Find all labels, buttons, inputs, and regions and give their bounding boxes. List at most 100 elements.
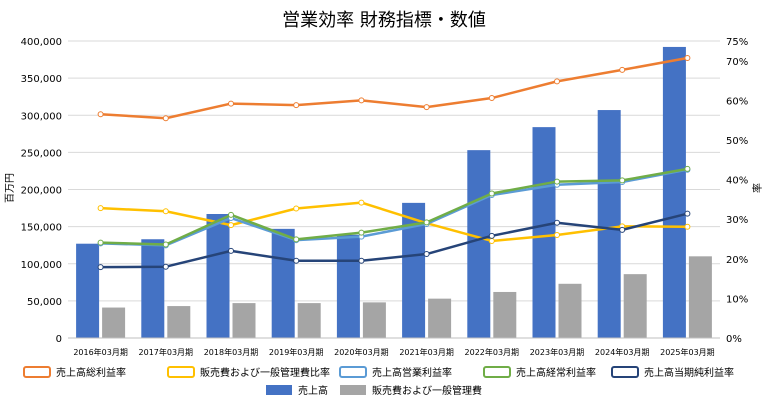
x-tick-label: 2019年03月期 (269, 347, 324, 357)
data-point (293, 257, 300, 264)
data-point (684, 165, 691, 172)
x-tick-label: 2023年03月期 (530, 347, 585, 357)
data-point (358, 97, 365, 104)
data-point (162, 208, 169, 215)
data-point (554, 232, 560, 239)
y-tick-label: 400,000 (21, 37, 62, 48)
bar (597, 110, 621, 339)
y2-tick-label: 50% (726, 136, 748, 147)
x-tick-label: 2025年03月期 (660, 347, 715, 357)
data-point (684, 55, 691, 62)
bar (428, 298, 452, 338)
data-point (228, 211, 234, 218)
legend-swatch (611, 366, 639, 378)
data-point (619, 66, 626, 73)
data-point (619, 226, 626, 233)
bar (402, 202, 426, 338)
data-point (162, 241, 169, 248)
series-line (100, 212, 688, 269)
legend-label: 売上高営業利益率 (372, 366, 452, 379)
bar (76, 243, 100, 338)
y2-tick-label: 10% (726, 294, 748, 305)
data-point (619, 177, 626, 184)
bar (362, 302, 386, 338)
x-tick-label: 2020年03月期 (334, 347, 389, 357)
data-point (423, 219, 430, 226)
data-point (162, 115, 169, 122)
series-line (100, 168, 688, 247)
y-tick-label: 350,000 (21, 74, 62, 85)
y2-tick-label: 70% (726, 57, 748, 68)
bar (167, 306, 191, 338)
data-point (488, 232, 495, 239)
y-axis-label-left: 百万円 (4, 173, 16, 203)
grid-layer (68, 40, 720, 339)
x-tick-label: 2022年03月期 (465, 347, 520, 357)
x-tick-label: 2021年03月期 (399, 347, 454, 357)
data-point (488, 237, 495, 244)
bars-layer (76, 46, 712, 339)
series-line (100, 56, 688, 120)
data-point (97, 264, 104, 271)
data-point (97, 239, 104, 246)
y-tick-label: 100,000 (21, 260, 62, 271)
y-tick-label: 150,000 (21, 223, 62, 234)
data-point (293, 102, 300, 109)
data-point (423, 104, 430, 111)
bar (102, 307, 126, 338)
legend-swatch (483, 366, 511, 378)
legend-swatch (266, 385, 292, 395)
legend-label: 売上高 (298, 384, 328, 397)
y2-tick-label: 0% (726, 334, 742, 345)
data-point (488, 95, 495, 102)
bar (493, 291, 517, 338)
data-point (293, 205, 300, 212)
bar (206, 214, 230, 338)
series-line (100, 167, 688, 246)
bar (558, 283, 582, 338)
x-tick-label: 2017年03月期 (139, 347, 194, 357)
data-point (554, 178, 560, 185)
data-point (358, 257, 365, 264)
data-point (228, 100, 234, 107)
x-tick-label: 2018年03月期 (204, 347, 259, 357)
bar (336, 234, 360, 338)
legend-label: 販売費および一般管理費 (372, 384, 482, 397)
data-point (684, 223, 691, 230)
data-point (97, 111, 104, 118)
x-tick-label: 2024年03月期 (595, 347, 650, 357)
y-tick-label: 250,000 (21, 148, 62, 159)
legend-swatch (340, 385, 366, 395)
bar (662, 46, 686, 338)
legend-label: 売上高経常利益率 (516, 366, 596, 379)
legend: 売上高総利益率 販売費および一般管理費比率 売上高営業利益率 売上高経常利益率 売上高当… (23, 366, 734, 397)
y2-tick-label: 40% (726, 176, 748, 187)
y-tick-label: 0 (56, 334, 62, 345)
data-point (423, 251, 430, 258)
bar (688, 256, 712, 338)
data-point (228, 222, 234, 229)
bar (623, 274, 647, 338)
lines-layer (97, 55, 691, 271)
bar (232, 303, 256, 338)
y-tick-label: 200,000 (21, 186, 62, 197)
legend-swatch (167, 366, 195, 378)
y-axis-label-right: 率 (751, 183, 764, 193)
data-point (293, 236, 300, 243)
data-point (554, 78, 560, 85)
data-point (162, 263, 169, 270)
data-point (684, 210, 691, 217)
y2-tick-label: 20% (726, 255, 748, 266)
data-point (97, 205, 104, 212)
y-tick-label: 50,000 (27, 297, 62, 308)
legend-label: 売上高総利益率 (56, 366, 126, 379)
bar (297, 303, 321, 338)
data-point (358, 229, 365, 236)
bar (467, 150, 491, 338)
y2-tick-label: 30% (726, 215, 748, 226)
bar (271, 228, 295, 338)
bar (141, 239, 165, 338)
x-tick-label: 2016年03月期 (73, 347, 128, 357)
